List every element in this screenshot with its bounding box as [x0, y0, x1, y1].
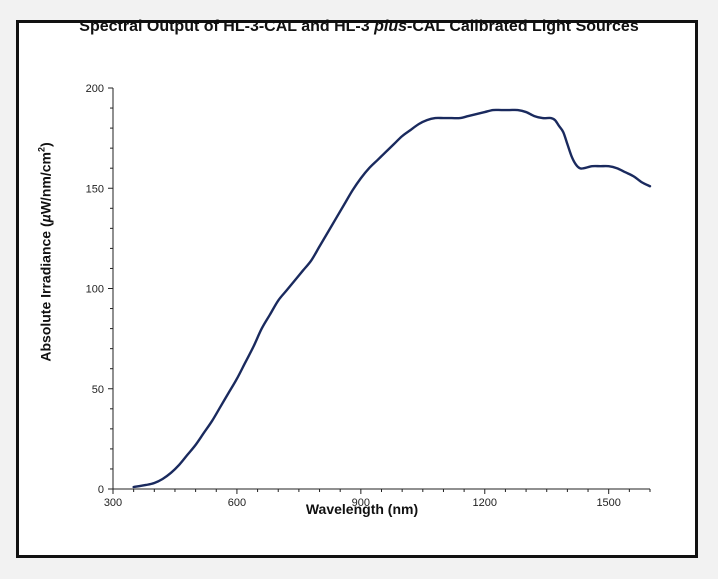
y-tick-label: 150: [86, 183, 104, 195]
irradiance-series-line: [132, 108, 652, 489]
chart-title-part-1: Spectral Output of HL-3-CAL and HL-3: [79, 18, 375, 35]
x-tick-label: 1200: [473, 497, 497, 509]
y-tick-label: 0: [98, 484, 104, 496]
x-tick-label: 900: [352, 497, 370, 509]
x-tick-label: 300: [104, 497, 122, 509]
y-tick-label: 50: [92, 384, 104, 396]
y-tick-label: 100: [86, 284, 104, 296]
x-axis-label: Wavelength (nm): [305, 501, 419, 517]
chart-title-part-2: plus: [374, 18, 407, 35]
x-tick-label: 1500: [596, 497, 620, 509]
x-tick-label: 600: [228, 497, 246, 509]
chart-frame: [16, 20, 698, 558]
y-tick-label: 200: [86, 83, 104, 95]
chart-title: Spectral Output of HL-3-CAL and HL-3 plu…: [0, 18, 718, 36]
chart-title-part-3: -CAL Calibrated Light Sources: [406, 18, 639, 35]
